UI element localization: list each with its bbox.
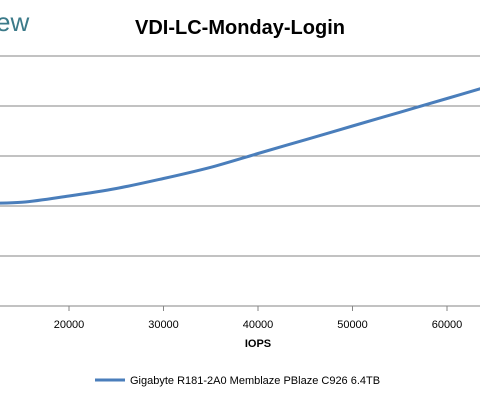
x-tick-label: 20000: [54, 319, 85, 331]
series-line: [0, 87, 480, 205]
plot-area: [0, 87, 480, 205]
chart-title: VDI-LC-Monday-Login: [135, 17, 345, 39]
x-tick-label: 60000: [432, 319, 463, 331]
x-tick-marks: [68, 306, 448, 311]
gridlines: [0, 55, 480, 257]
x-tick-label: 50000: [337, 319, 368, 331]
x-tick-labels: 20000 30000 40000 50000 60000: [54, 319, 463, 331]
legend-label: Gigabyte R181-2A0 Memblaze PBlaze C926 6…: [130, 375, 380, 387]
x-axis-label: IOPS: [245, 338, 271, 350]
x-tick-label: 40000: [243, 319, 274, 331]
x-tick-label: 30000: [148, 319, 179, 331]
legend: Gigabyte R181-2A0 Memblaze PBlaze C926 6…: [95, 375, 380, 387]
logo-text: ew: [0, 7, 29, 37]
